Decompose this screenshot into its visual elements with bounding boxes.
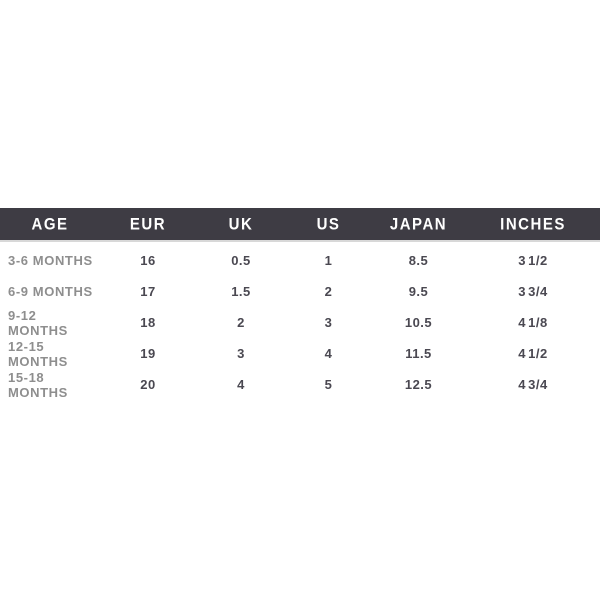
cell-us: 1 (324, 253, 333, 268)
cell-eur: 16 (140, 253, 156, 268)
table-header-row: AGE EUR UK US JAPAN INCHES (0, 208, 600, 242)
cell-us: 3 (324, 315, 333, 330)
cell-age: 3-6 MONTHS (8, 253, 93, 268)
cell-age: 6-9 MONTHS (8, 284, 93, 299)
cell-uk: 2 (237, 315, 245, 330)
cell-eur: 18 (140, 315, 156, 330)
cell-inches: 4 3/4 (518, 377, 548, 392)
cell-us: 4 (324, 346, 333, 361)
table-row: 6-9 MONTHS 17 1.5 2 9.5 3 3/4 (0, 276, 600, 307)
cell-age: 12-15 MONTHS (8, 338, 68, 369)
column-header-eur: EUR (129, 214, 167, 234)
cell-age: 15-18 MONTHS (8, 369, 68, 400)
cell-japan: 12.5 (404, 377, 433, 392)
table-row: 15-18 MONTHS 20 4 5 12.5 4 3/4 (0, 369, 600, 400)
table-body: 3-6 MONTHS 16 0.5 1 8.5 3 1/2 6-9 MONTHS… (0, 242, 600, 400)
cell-eur: 17 (140, 284, 156, 299)
cell-eur: 20 (140, 377, 156, 392)
cell-inches: 3 3/4 (518, 284, 548, 299)
table-row: 9-12 MONTHS 18 2 3 10.5 4 1/8 (0, 307, 600, 338)
cell-uk: 0.5 (231, 253, 251, 268)
cell-age: 9-12 MONTHS (8, 307, 68, 338)
cell-inches: 3 1/2 (518, 253, 548, 268)
cell-inches: 4 1/2 (518, 346, 548, 361)
cell-japan: 8.5 (408, 253, 429, 268)
table-row: 12-15 MONTHS 19 3 4 11.5 4 1/2 (0, 338, 600, 369)
cell-japan: 9.5 (408, 284, 429, 299)
column-header-japan: JAPAN (389, 214, 448, 234)
column-header-age: AGE (31, 214, 69, 234)
column-header-us: US (316, 214, 341, 234)
cell-us: 5 (324, 377, 333, 392)
cell-us: 2 (324, 284, 333, 299)
cell-eur: 19 (140, 346, 156, 361)
table-row: 3-6 MONTHS 16 0.5 1 8.5 3 1/2 (0, 245, 600, 276)
cell-inches: 4 1/8 (518, 315, 548, 330)
cell-uk: 3 (237, 346, 245, 361)
cell-uk: 4 (237, 377, 245, 392)
shoe-size-conversion-table: AGE EUR UK US JAPAN INCHES 3-6 MONTHS 16… (0, 208, 600, 400)
column-header-inches: INCHES (500, 214, 566, 234)
cell-uk: 1.5 (231, 284, 251, 299)
cell-japan: 10.5 (404, 315, 433, 330)
cell-japan: 11.5 (405, 346, 432, 361)
column-header-uk: UK (228, 214, 254, 234)
